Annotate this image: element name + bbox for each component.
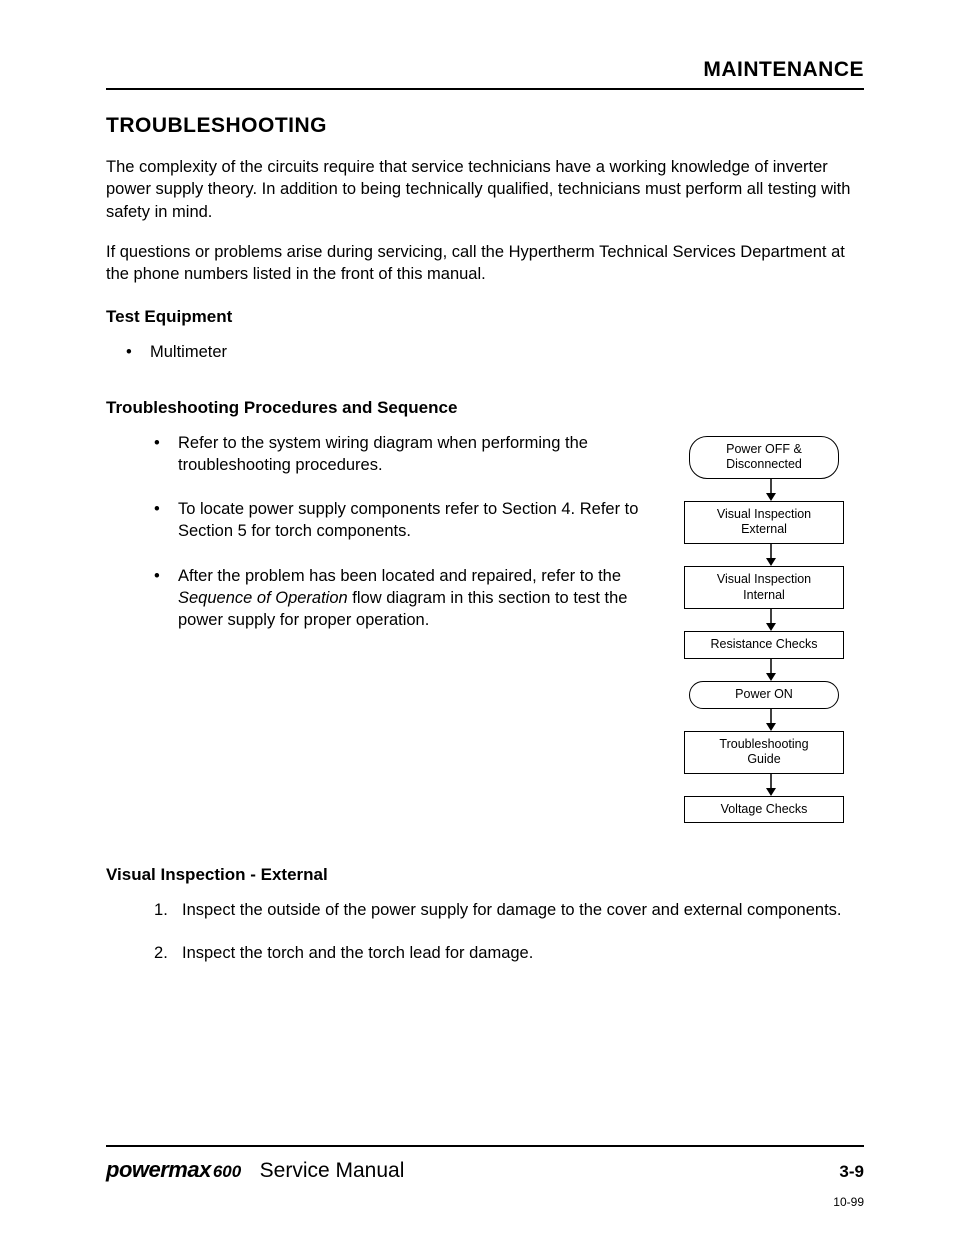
brand-main: powermax	[106, 1157, 211, 1183]
list-item: After the problem has been located and r…	[154, 565, 644, 632]
procedures-heading: Troubleshooting Procedures and Sequence	[106, 398, 864, 418]
flow-node: Voltage Checks	[684, 796, 844, 824]
list-item-text-em: Sequence of Operation	[178, 589, 348, 607]
procedures-list: Refer to the system wiring diagram when …	[106, 432, 644, 632]
test-equipment-list: Multimeter	[106, 341, 864, 363]
manual-label: Service Manual	[260, 1159, 405, 1182]
flow-arrow-icon	[764, 479, 765, 501]
list-item: Multimeter	[126, 341, 864, 363]
list-item: To locate power supply components refer …	[154, 498, 644, 543]
test-equipment-heading: Test Equipment	[106, 307, 864, 327]
flow-arrow-icon	[764, 709, 765, 731]
flow-node: Resistance Checks	[684, 631, 844, 659]
flow-node: Visual InspectionInternal	[684, 566, 844, 609]
visual-external-steps: Inspect the outside of the power supply …	[106, 899, 864, 964]
date-code: 10-99	[833, 1195, 864, 1209]
page-title: TROUBLESHOOTING	[106, 114, 864, 138]
flow-node: TroubleshootingGuide	[684, 731, 844, 774]
intro-paragraph-2: If questions or problems arise during se…	[106, 241, 864, 286]
flow-node: Power ON	[689, 681, 839, 709]
flow-arrow-icon	[764, 774, 765, 796]
flow-node: Visual InspectionExternal	[684, 501, 844, 544]
flow-arrow-icon	[764, 659, 765, 681]
flow-arrow-icon	[764, 544, 765, 566]
brand-logo: powermax600	[106, 1157, 241, 1183]
list-item: Inspect the outside of the power supply …	[154, 899, 864, 921]
list-item: Inspect the torch and the torch lead for…	[154, 942, 864, 964]
page-number: 3-9	[839, 1162, 864, 1182]
visual-external-heading: Visual Inspection - External	[106, 865, 864, 885]
page-footer: powermax600 Service Manual 3-9	[106, 1145, 864, 1183]
flow-arrow-icon	[764, 609, 765, 631]
list-item: Refer to the system wiring diagram when …	[154, 432, 644, 477]
list-item-text-pre: After the problem has been located and r…	[178, 567, 621, 585]
section-header: MAINTENANCE	[106, 58, 864, 88]
brand-model: 600	[213, 1162, 241, 1182]
flow-node: Power OFF &Disconnected	[689, 436, 839, 479]
footer-rule	[106, 1145, 864, 1147]
header-rule	[106, 88, 864, 90]
intro-paragraph-1: The complexity of the circuits require t…	[106, 156, 864, 223]
flowchart: Power OFF &Disconnected Visual Inspection…	[664, 436, 864, 824]
